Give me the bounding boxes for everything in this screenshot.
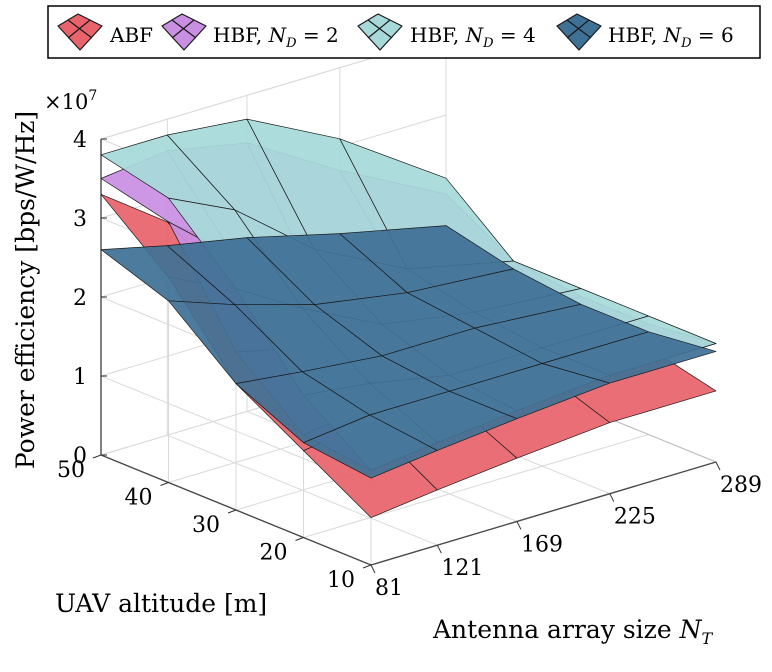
y-tick-label: 40 <box>125 486 153 511</box>
y-tick-mark <box>92 454 102 459</box>
y-tick-label: 10 <box>327 568 355 593</box>
surfaces <box>100 118 717 518</box>
legend-item-hbf-nd6: HBF, ND = 6 <box>556 13 734 51</box>
legend-swatch-hbf-nd2 <box>161 13 207 51</box>
x-tick-mark <box>715 461 721 471</box>
x-tick-label: 169 <box>521 532 563 557</box>
z-tick-label: 3 <box>73 207 87 232</box>
z-tick-label: 4 <box>73 128 87 153</box>
legend-item-hbf-nd2: HBF, ND = 2 <box>161 13 339 51</box>
y-tick-mark <box>160 482 169 486</box>
x-tick-label: 121 <box>441 556 483 581</box>
svg-text:HBF, ND = 6: HBF, ND = 6 <box>608 23 734 51</box>
svg-text:ABF: ABF <box>109 23 153 47</box>
z-scale-label: ×107 <box>44 88 97 114</box>
x-tick-label: 289 <box>720 473 762 498</box>
y-tick-mark <box>295 537 304 541</box>
x-tick-mark <box>436 544 442 554</box>
legend-swatch-hbf-nd4 <box>357 13 403 51</box>
x-tick-label: 81 <box>375 576 403 601</box>
tick-labels: 0 1 2 3 4 10 20 30 40 50 81 121 169 225 289 <box>57 128 762 601</box>
x-tick-mark <box>370 564 376 574</box>
grid-line <box>303 434 649 538</box>
x-tick-label: 225 <box>614 505 656 530</box>
z-tick-label: 1 <box>73 365 87 390</box>
z-axis-title: Power efficiency [bps/W/Hz] <box>11 111 40 469</box>
y-tick-mark <box>227 509 237 514</box>
surface-3 <box>100 225 717 479</box>
legend-item-hbf-nd4: HBF, ND = 4 <box>357 13 536 51</box>
x-axis-line <box>370 461 717 566</box>
y-tick-label: 50 <box>57 458 85 483</box>
legend-box <box>47 5 761 59</box>
y-tick-mark <box>362 564 372 569</box>
legend-swatch-hbf-nd6 <box>556 13 602 51</box>
y-tick-label: 30 <box>192 513 220 538</box>
y-tick-label: 20 <box>260 541 288 566</box>
legend-item-abf: ABF <box>57 13 153 51</box>
z-tick-label: 0 <box>73 444 87 469</box>
y-axis-title: UAV altitude [m] <box>55 589 267 618</box>
svg-text:HBF, ND = 2: HBF, ND = 2 <box>213 23 339 51</box>
x-tick-mark <box>516 521 522 530</box>
surface-patch <box>541 331 717 384</box>
legend-swatch-abf <box>57 13 103 51</box>
x-tick-mark <box>609 493 615 502</box>
legend: ABF HBF, ND = 2 HBF, ND = 4 HBF, ND = 6 <box>47 5 761 59</box>
x-axis-title: Antenna array size NT <box>432 615 713 648</box>
z-tick-label: 2 <box>73 286 87 311</box>
svg-text:HBF, ND = 4: HBF, ND = 4 <box>410 23 536 51</box>
